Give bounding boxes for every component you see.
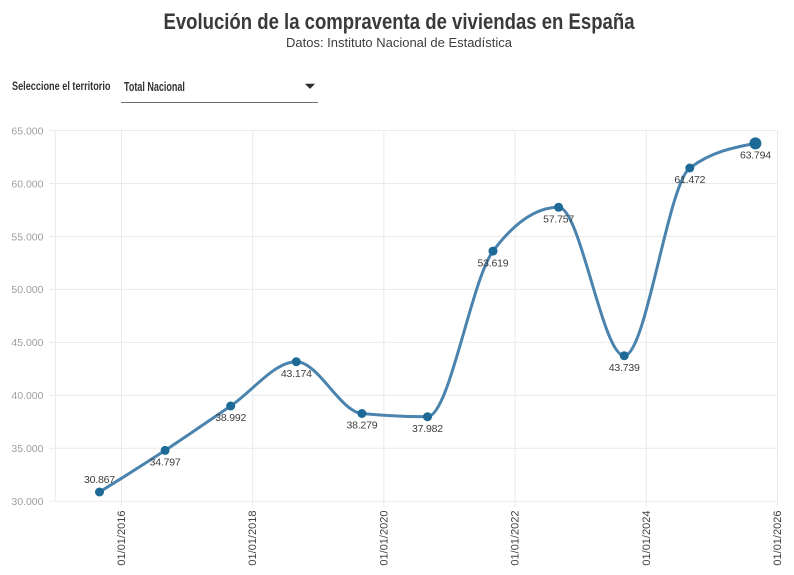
svg-text:45.000: 45.000	[11, 337, 43, 349]
svg-text:61.472: 61.472	[674, 174, 705, 186]
svg-text:38.992: 38.992	[215, 412, 246, 424]
svg-text:01/01/2024: 01/01/2024	[641, 511, 653, 566]
svg-text:35.000: 35.000	[11, 443, 43, 455]
svg-text:53.619: 53.619	[478, 257, 509, 269]
svg-text:01/01/2022: 01/01/2022	[510, 511, 522, 566]
svg-text:65.000: 65.000	[11, 125, 43, 137]
svg-text:43.174: 43.174	[281, 368, 312, 380]
svg-text:40.000: 40.000	[11, 390, 43, 402]
svg-text:37.982: 37.982	[412, 423, 443, 435]
svg-text:01/01/2018: 01/01/2018	[247, 511, 259, 566]
svg-text:30.000: 30.000	[11, 496, 43, 508]
svg-text:01/01/2020: 01/01/2020	[378, 511, 390, 566]
svg-text:57.757: 57.757	[543, 214, 574, 226]
svg-text:34.797: 34.797	[150, 457, 181, 469]
svg-text:01/01/2016: 01/01/2016	[116, 511, 128, 566]
svg-text:55.000: 55.000	[11, 231, 43, 243]
svg-text:50.000: 50.000	[11, 284, 43, 296]
svg-text:01/01/2026: 01/01/2026	[772, 511, 784, 566]
svg-text:43.739: 43.739	[609, 362, 640, 374]
svg-text:60.000: 60.000	[11, 178, 43, 190]
svg-text:63.794: 63.794	[740, 150, 771, 162]
svg-text:38.279: 38.279	[346, 420, 377, 432]
svg-text:30.867: 30.867	[84, 474, 115, 486]
